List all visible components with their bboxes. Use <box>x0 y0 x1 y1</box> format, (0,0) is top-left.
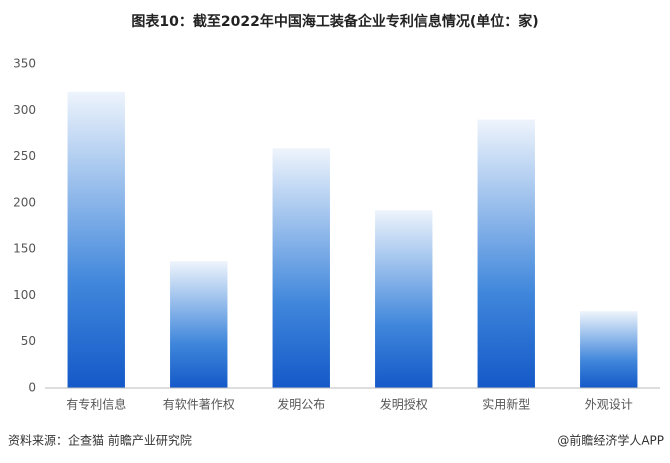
y-tick-label: 350 <box>13 57 36 71</box>
y-tick-label: 50 <box>21 334 36 348</box>
y-tick-label: 100 <box>13 288 36 302</box>
x-tick-label: 发明公布 <box>277 397 325 412</box>
x-tick-label: 发明授权 <box>380 397 428 412</box>
bar <box>477 119 535 389</box>
x-tick-label: 有专利信息 <box>66 397 126 412</box>
bar <box>375 210 433 388</box>
y-tick-label: 0 <box>28 381 36 395</box>
x-tick-label: 实用新型 <box>482 397 530 412</box>
y-tick-label: 250 <box>13 149 36 163</box>
source-note: 资料来源：企查猫 前瞻产业研究院 <box>8 433 192 448</box>
bar <box>580 311 638 388</box>
chart-title: 图表10：截至2022年中国海工装备企业专利信息情况(单位：家) <box>131 13 538 30</box>
y-tick-label: 200 <box>13 195 36 209</box>
credit: @前瞻经济学人APP <box>557 433 664 448</box>
bar <box>272 148 330 388</box>
y-tick-label: 150 <box>13 242 36 256</box>
bar <box>67 91 125 389</box>
x-tick-label: 有软件著作权 <box>163 398 235 412</box>
x-tick-label: 外观设计 <box>585 398 633 412</box>
bar <box>170 261 228 388</box>
y-tick-label: 300 <box>13 103 36 117</box>
